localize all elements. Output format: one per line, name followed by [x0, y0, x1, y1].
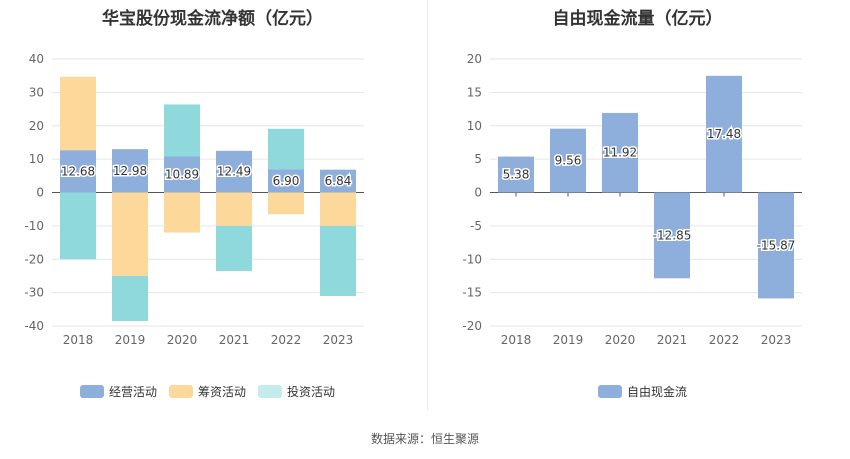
- bar-筹资活动: [164, 192, 200, 233]
- bar-自由现金流: [602, 112, 638, 193]
- left-chart-title: 华宝股份现金流净额（亿元）: [102, 9, 323, 29]
- legend-label: 投资活动: [287, 385, 336, 399]
- x-tick-label: 2023: [323, 333, 354, 347]
- y-tick-label: 30: [29, 85, 44, 99]
- bar-筹资活动: [60, 76, 96, 151]
- legend-label: 自由现金流: [627, 385, 688, 399]
- bar-自由现金流: [498, 156, 534, 193]
- y-tick-label: 10: [29, 152, 44, 166]
- bar-自由现金流: [706, 75, 742, 193]
- y-tick-label: -5: [470, 219, 482, 233]
- legend-swatch: [258, 385, 283, 398]
- bar-经营活动: [112, 149, 148, 193]
- legend-item[interactable]: 投资活动: [258, 383, 335, 400]
- data-label: 6.90: [273, 174, 300, 188]
- bar-筹资活动: [268, 192, 304, 215]
- bar-投资活动: [216, 225, 252, 271]
- bar-筹资活动: [320, 192, 356, 226]
- legend-swatch: [598, 385, 622, 398]
- x-tick-label: 2022: [709, 333, 740, 347]
- x-tick-label: 2018: [501, 333, 532, 347]
- x-tick-label: 2022: [271, 333, 302, 347]
- x-tick-label: 2018: [63, 333, 94, 347]
- legend-label: 筹资活动: [198, 385, 247, 399]
- data-label: 17.48: [707, 127, 741, 141]
- bar-经营活动: [320, 169, 356, 193]
- y-tick-label: 10: [467, 119, 482, 133]
- y-tick-label: -15: [462, 286, 482, 300]
- data-source: 数据来源：恒生聚源: [370, 432, 479, 446]
- y-tick-label: -40: [24, 319, 44, 333]
- bar-经营活动: [268, 169, 304, 193]
- data-label: 11.92: [603, 146, 637, 160]
- x-tick-label: 2023: [761, 333, 792, 347]
- data-label: 12.68: [61, 164, 95, 178]
- bar-自由现金流: [654, 192, 690, 279]
- x-tick-label: 2021: [657, 333, 688, 347]
- bar-投资活动: [112, 275, 148, 321]
- data-label: 9.56: [555, 154, 582, 168]
- data-label: 12.98: [113, 164, 147, 178]
- y-tick-label: -10: [462, 252, 482, 266]
- x-tick-label: 2019: [115, 333, 146, 347]
- bar-投资活动: [320, 225, 356, 296]
- bar-筹资活动: [216, 192, 252, 226]
- x-tick-label: 2019: [553, 333, 584, 347]
- legend-label: 经营活动: [109, 385, 158, 399]
- bar-投资活动: [60, 192, 96, 260]
- data-label: -15.87: [757, 238, 796, 252]
- right-chart-title: 自由现金流量（亿元）: [552, 9, 723, 29]
- legend-swatch: [169, 385, 194, 398]
- y-tick-label: -10: [24, 219, 44, 233]
- y-tick-label: 20: [29, 119, 44, 133]
- chart-divider: [427, 0, 428, 410]
- data-label: -12.85: [653, 228, 692, 242]
- y-tick-label: 20: [467, 52, 482, 66]
- data-label: 10.89: [165, 167, 199, 181]
- bar-经营活动: [164, 156, 200, 193]
- bar-经营活动: [60, 150, 96, 193]
- right-chart-legend: 自由现金流: [598, 383, 699, 400]
- x-tick-label: 2021: [219, 333, 250, 347]
- y-tick-label: 0: [474, 186, 482, 200]
- legend-item[interactable]: 经营活动: [80, 383, 157, 400]
- bar-自由现金流: [758, 192, 794, 299]
- legend-item[interactable]: 筹资活动: [169, 383, 246, 400]
- y-tick-label: -20: [24, 252, 44, 266]
- bar-经营活动: [216, 150, 252, 193]
- bar-自由现金流: [550, 128, 586, 193]
- y-tick-label: 15: [467, 85, 482, 99]
- data-label: 5.38: [503, 168, 530, 182]
- bar-投资活动: [268, 128, 304, 170]
- legend-swatch: [80, 385, 104, 398]
- y-tick-label: 40: [29, 52, 44, 66]
- bar-投资活动: [164, 104, 200, 157]
- x-tick-label: 2020: [167, 333, 198, 347]
- y-tick-label: 0: [36, 186, 44, 200]
- y-tick-label: -20: [462, 319, 482, 333]
- y-tick-label: -30: [24, 286, 44, 300]
- data-label: 12.49: [217, 165, 251, 179]
- x-tick-label: 2020: [605, 333, 636, 347]
- legend-item[interactable]: 自由现金流: [598, 383, 687, 400]
- data-label: 6.84: [325, 174, 352, 188]
- left-chart-legend: 经营活动 筹资活动 投资活动: [80, 383, 347, 400]
- y-tick-label: 5: [474, 152, 482, 166]
- bar-筹资活动: [112, 192, 148, 276]
